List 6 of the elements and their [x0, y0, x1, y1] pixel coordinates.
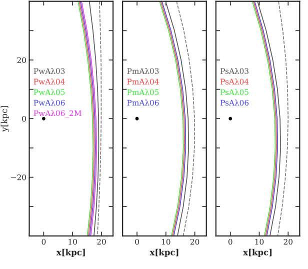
x-axis-title: x[kpc]	[56, 248, 85, 257]
x-axis-title: x[kpc]	[150, 248, 178, 257]
line-series	[97, 1, 102, 236]
line-series	[88, 1, 100, 236]
y-axis-title: y[kpc]	[0, 106, 9, 132]
x-axis-title: x[kpc]	[243, 248, 272, 257]
